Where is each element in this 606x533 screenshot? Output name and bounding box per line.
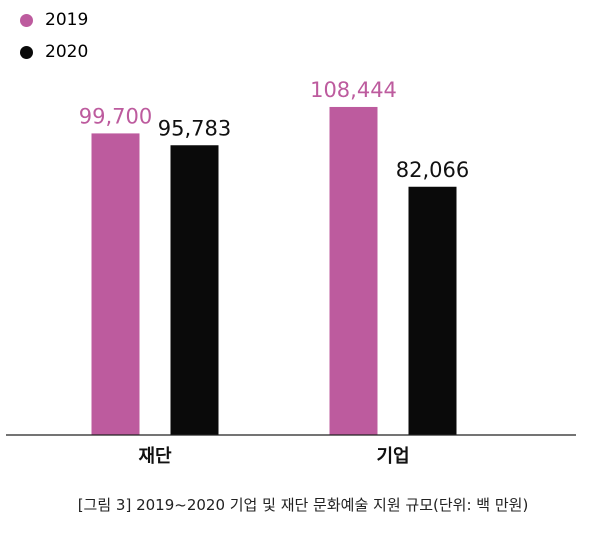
bar-2020-0 [170,145,219,436]
data-label-2019-0: 99,700 [79,104,152,128]
legend-item-2020: 2020 [20,36,88,68]
figure-caption: [그림 3] 2019~2020 기업 및 재단 문화예술 지원 규모(단위: … [77,496,529,514]
data-label-2020-0: 95,783 [158,116,231,140]
bar-2020-1 [408,186,457,435]
legend-label-2019: 2019 [45,10,89,30]
x-tick-label-1: 기업 [376,446,409,467]
data-label-2019-1: 108,444 [310,78,397,102]
legend-dot-2019 [20,13,33,27]
legend: 2019 2020 [20,4,88,68]
x-tick-label-0: 재단 [138,446,172,467]
legend-dot-2020 [20,45,33,59]
legend-label-2020: 2020 [45,42,89,62]
bar-2019-0 [91,133,140,435]
data-label-2020-1: 82,066 [396,158,469,182]
legend-item-2019: 2019 [20,4,88,36]
bar-2019-1 [329,106,378,435]
